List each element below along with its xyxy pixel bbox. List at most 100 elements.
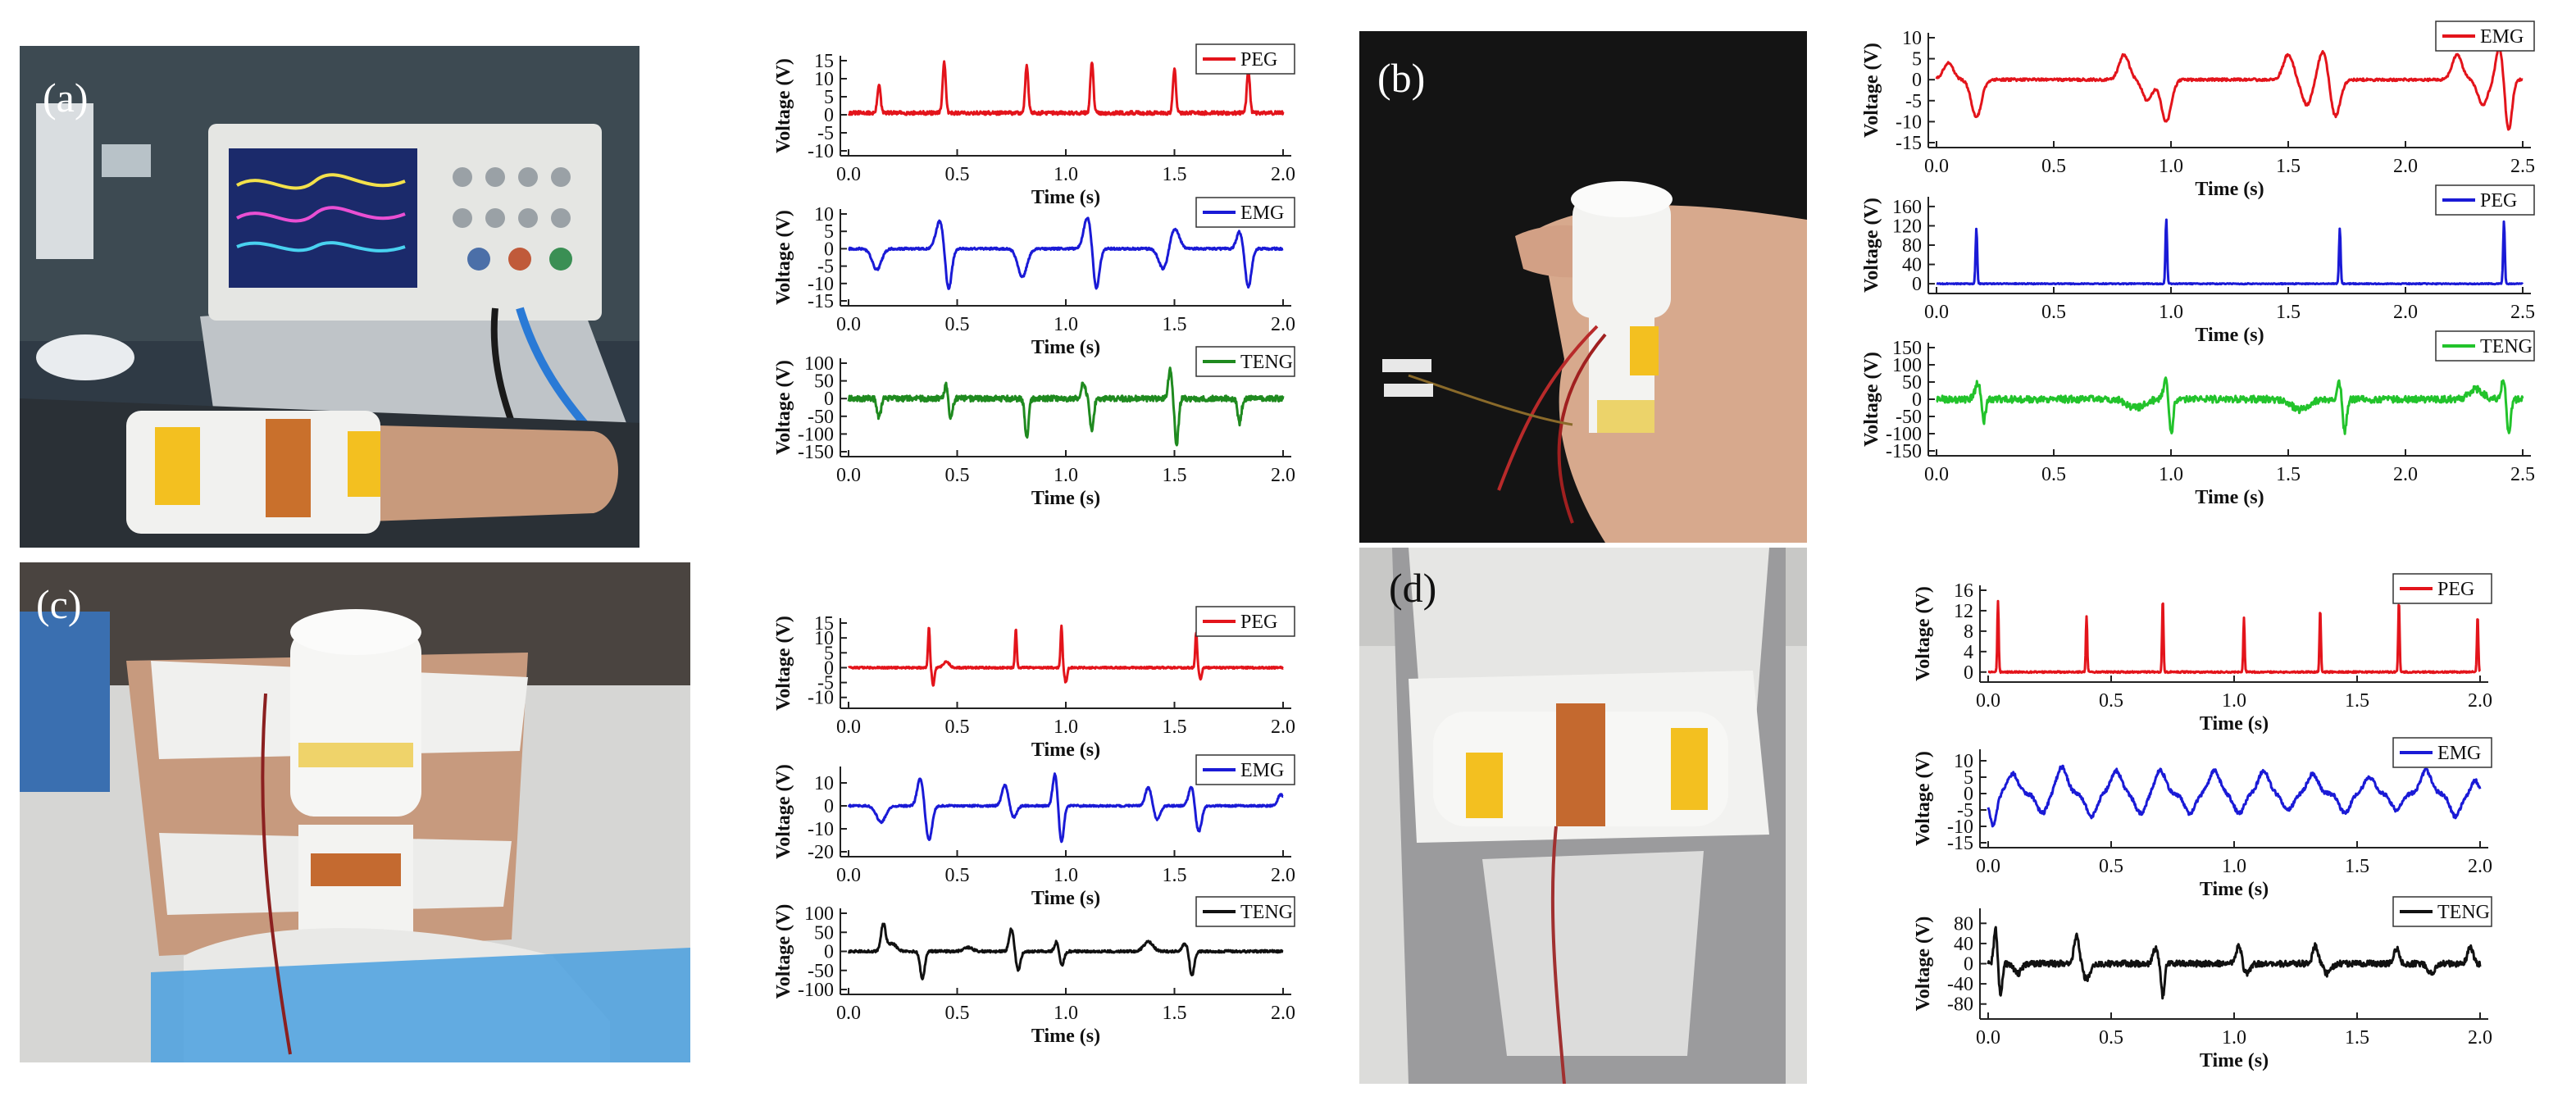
y-tick-label: 50	[1902, 372, 1922, 394]
legend-label: TENG	[1240, 352, 1293, 373]
series-line-emg	[1987, 764, 2482, 828]
x-tick-label: 1.0	[2159, 156, 2183, 177]
x-tick-label: 2.0	[1271, 314, 1295, 335]
x-tick-label: 0.5	[945, 314, 970, 335]
x-axis-label: Time (s)	[1031, 739, 1100, 761]
x-axis-label: Time (s)	[1031, 488, 1100, 509]
y-tick-label: -5	[817, 257, 834, 278]
y-tick-label: 50	[814, 371, 834, 393]
x-tick-label: 2.5	[2510, 464, 2535, 485]
x-tick-label: 0.5	[945, 465, 970, 486]
y-tick-label: 0	[1964, 954, 1973, 976]
series-line-teng	[1936, 376, 2524, 435]
x-tick-label: 2.0	[1271, 716, 1295, 738]
y-axis-label: Voltage (V)	[773, 360, 794, 455]
x-tick-label: 0.0	[836, 164, 861, 185]
x-tick-label: 1.0	[1054, 716, 1078, 738]
y-tick-label: -10	[808, 274, 834, 295]
x-tick-label: 2.0	[1271, 865, 1295, 886]
y-tick-label: 100	[804, 903, 834, 925]
legend-label: PEG	[2480, 190, 2517, 212]
y-tick-label: -10	[1896, 111, 1922, 133]
photo-ankle: (c)	[20, 562, 690, 1062]
y-tick-label: 5	[824, 643, 834, 664]
photo-wrist: (a)	[20, 46, 639, 548]
y-tick-label: 12	[1954, 601, 1973, 622]
x-axis-label: Time (s)	[2200, 1050, 2269, 1071]
y-tick-label: 10	[814, 204, 834, 225]
y-tick-label: 0	[824, 796, 834, 817]
y-tick-label: 4	[1964, 642, 1973, 663]
series-line-teng	[1987, 926, 2482, 1000]
x-tick-label: 1.5	[1163, 164, 1187, 185]
x-tick-label: 0.0	[1924, 156, 1949, 177]
x-tick-label: 1.0	[2159, 464, 2183, 485]
y-tick-label: -10	[808, 688, 834, 709]
panel-label-d: (d)	[1389, 565, 1437, 611]
y-tick-label: 10	[814, 69, 834, 90]
y-axis-label: Voltage (V)	[1913, 917, 1934, 1012]
x-tick-label: 1.0	[1054, 465, 1078, 486]
y-tick-label: -50	[808, 961, 834, 982]
x-axis-label: Time (s)	[2200, 879, 2269, 900]
y-tick-label: 15	[814, 51, 834, 72]
y-tick-label: -5	[817, 673, 834, 694]
legend-label: EMG	[2437, 743, 2481, 764]
x-tick-label: 0.5	[2099, 856, 2123, 877]
panel-label-c: (c)	[36, 581, 82, 627]
y-tick-label: 10	[1954, 751, 1973, 772]
y-tick-label: 80	[1954, 913, 1973, 935]
y-tick-label: -15	[1896, 133, 1922, 154]
legend-box	[1195, 43, 1295, 75]
x-tick-label: 2.0	[2468, 856, 2492, 877]
legend-box	[2435, 184, 2535, 216]
x-tick-label: 0.0	[836, 1003, 861, 1024]
series-line-emg	[847, 772, 1284, 844]
x-tick-label: 1.0	[2222, 856, 2246, 877]
y-tick-label: -5	[1905, 91, 1922, 112]
x-tick-label: 0.0	[836, 865, 861, 886]
x-tick-label: 1.5	[1163, 716, 1187, 738]
x-tick-label: 2.0	[2393, 302, 2418, 323]
y-tick-label: -20	[808, 842, 834, 863]
y-axis-label: Voltage (V)	[773, 58, 794, 153]
y-tick-label: 0	[824, 942, 834, 963]
y-tick-label: 5	[1964, 767, 1973, 789]
y-axis-label: Voltage (V)	[773, 764, 794, 859]
x-tick-label: 1.0	[2222, 690, 2246, 712]
x-axis-label: Time (s)	[1031, 1026, 1100, 1047]
x-tick-label: 0.5	[945, 1003, 970, 1024]
panel-label-a: (a)	[43, 75, 89, 121]
y-tick-label: -150	[1886, 441, 1922, 462]
y-tick-label: 5	[1912, 49, 1922, 71]
y-tick-label: 160	[1892, 197, 1922, 218]
y-axis-label: Voltage (V)	[1861, 43, 1882, 138]
y-tick-label: -5	[1957, 800, 1973, 821]
y-tick-label: -10	[1947, 817, 1973, 838]
x-axis-label: Time (s)	[1031, 337, 1100, 358]
photo-hand: (b)	[1359, 31, 1807, 543]
legend-label: EMG	[1240, 202, 1284, 224]
y-tick-label: -100	[798, 424, 834, 445]
x-tick-label: 1.5	[2276, 464, 2301, 485]
y-tick-label: -150	[798, 442, 834, 463]
y-tick-label: 0	[1912, 389, 1922, 411]
y-axis-label: Voltage (V)	[1861, 198, 1882, 293]
y-tick-label: 0	[824, 389, 834, 410]
chart-c2: 100-10-200.0 0.5 1.0 1.5 2.0 Time (s) Voltage …	[773, 754, 1295, 909]
legend-box	[2392, 896, 2492, 927]
y-axis-label: Voltage (V)	[773, 616, 794, 711]
x-tick-label: 0.0	[1976, 856, 2000, 877]
y-tick-label: 16	[1954, 580, 1973, 602]
x-tick-label: 0.0	[1924, 302, 1949, 323]
x-tick-label: 0.5	[2099, 690, 2123, 712]
y-tick-label: 0	[824, 239, 834, 260]
x-axis-label: Time (s)	[2200, 713, 2269, 735]
x-tick-label: 2.0	[1271, 465, 1295, 486]
